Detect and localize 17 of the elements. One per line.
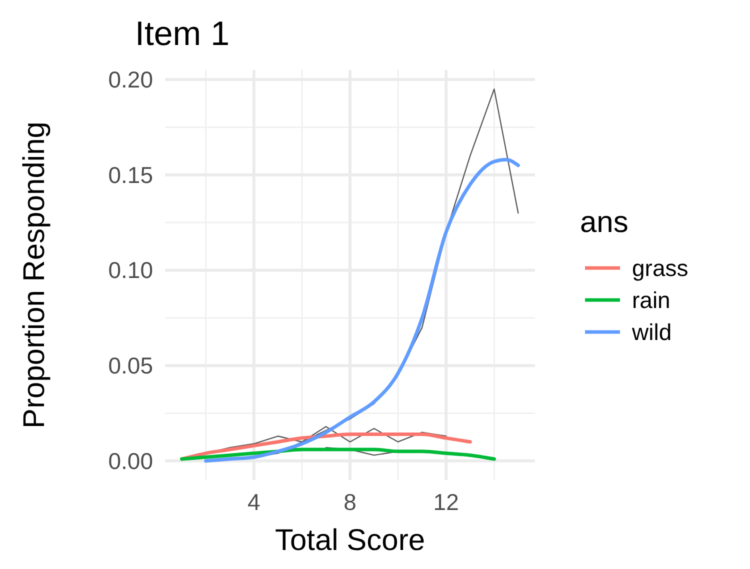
line-series (204, 158, 520, 463)
legend-label: rain (632, 287, 670, 313)
legend-label: grass (632, 255, 688, 281)
x-tick-label: 8 (344, 489, 356, 515)
legend-title: ans (580, 206, 628, 239)
chart-title: Item 1 (135, 15, 230, 53)
legend-label: wild (631, 319, 672, 345)
x-axis-title: Total Score (274, 524, 426, 557)
y-tick-label: 0.05 (108, 352, 153, 379)
line-series (180, 448, 496, 461)
y-axis-title: Proportion Responding (18, 122, 51, 428)
y-tick-label: 0.10 (108, 257, 153, 284)
y-tick-label: 0.00 (108, 448, 153, 474)
y-tick-label: 0.15 (108, 162, 153, 188)
x-tick-label: 12 (433, 489, 459, 515)
y-tick-label: 0.20 (108, 66, 153, 93)
x-tick-label: 4 (248, 489, 260, 515)
